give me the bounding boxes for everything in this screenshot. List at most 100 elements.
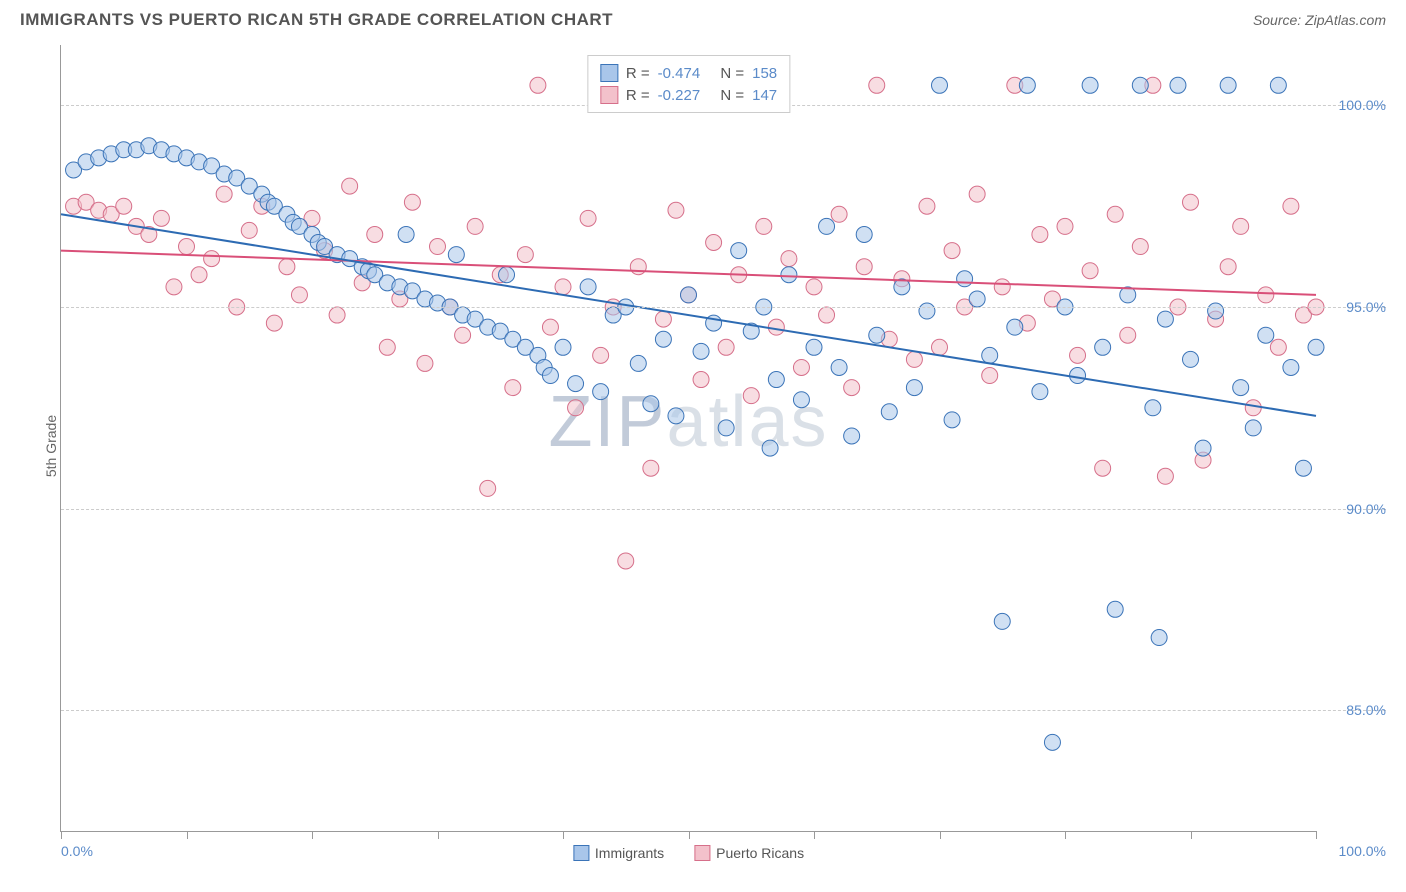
scatter-point <box>793 359 809 375</box>
legend-swatch-immigrants-icon <box>573 845 589 861</box>
gridline <box>61 307 1386 308</box>
scatter-point <box>1070 347 1086 363</box>
x-axis-max-label: 100.0% <box>1339 843 1386 859</box>
scatter-point <box>768 319 784 335</box>
y-axis-label: 5th Grade <box>43 415 59 477</box>
scatter-point <box>994 613 1010 629</box>
scatter-point <box>480 480 496 496</box>
scatter-point <box>448 247 464 263</box>
scatter-point <box>856 259 872 275</box>
scatter-point <box>982 347 998 363</box>
scatter-point <box>1145 400 1161 416</box>
x-tick <box>940 831 941 839</box>
scatter-point <box>505 380 521 396</box>
scatter-point <box>969 291 985 307</box>
source-attribution: Source: ZipAtlas.com <box>1253 12 1386 28</box>
scatter-point <box>1032 226 1048 242</box>
scatter-point <box>919 198 935 214</box>
y-tick-label: 100.0% <box>1326 97 1386 113</box>
scatter-point <box>342 178 358 194</box>
scatter-point <box>1170 77 1186 93</box>
scatter-point <box>781 251 797 267</box>
scatter-point <box>618 553 634 569</box>
scatter-point <box>655 311 671 327</box>
x-tick <box>563 831 564 839</box>
scatter-point <box>153 210 169 226</box>
scatter-point <box>1151 630 1167 646</box>
scatter-point <box>681 287 697 303</box>
source-name: ZipAtlas.com <box>1305 12 1386 28</box>
n-value-puertoricans: 147 <box>752 87 777 104</box>
plot-area: ZIPatlas R = -0.474 N = 158 R = -0.227 N… <box>60 45 1316 832</box>
r-label: R = <box>626 65 650 82</box>
scatter-point <box>191 267 207 283</box>
legend-label-immigrants: Immigrants <box>595 845 664 861</box>
scatter-point <box>116 198 132 214</box>
r-value-immigrants: -0.474 <box>658 65 701 82</box>
x-tick <box>312 831 313 839</box>
scatter-point <box>1258 327 1274 343</box>
scatter-point <box>906 351 922 367</box>
chart-title: IMMIGRANTS VS PUERTO RICAN 5TH GRADE COR… <box>20 10 613 30</box>
scatter-point <box>580 210 596 226</box>
scatter-point <box>499 267 515 283</box>
n-label: N = <box>720 65 744 82</box>
scatter-point <box>1095 460 1111 476</box>
scatter-point <box>1019 77 1035 93</box>
scatter-point <box>831 206 847 222</box>
scatter-point <box>718 339 734 355</box>
scatter-point <box>743 388 759 404</box>
scatter-point <box>643 460 659 476</box>
scatter-point <box>1157 468 1173 484</box>
scatter-point <box>781 267 797 283</box>
scatter-point <box>1308 339 1324 355</box>
stats-legend: R = -0.474 N = 158 R = -0.227 N = 147 <box>587 55 790 113</box>
scatter-point <box>881 404 897 420</box>
source-prefix: Source: <box>1253 12 1305 28</box>
scatter-point <box>756 218 772 234</box>
scatter-point <box>718 420 734 436</box>
scatter-point <box>1044 734 1060 750</box>
scatter-point <box>806 339 822 355</box>
y-tick-label: 90.0% <box>1326 501 1386 517</box>
swatch-immigrants-icon <box>600 64 618 82</box>
scatter-point <box>279 259 295 275</box>
scatter-point <box>906 380 922 396</box>
x-tick <box>61 831 62 839</box>
scatter-point <box>580 279 596 295</box>
x-tick <box>689 831 690 839</box>
scatter-point <box>693 372 709 388</box>
legend-swatch-puertoricans-icon <box>694 845 710 861</box>
scatter-point <box>1120 327 1136 343</box>
scatter-point <box>731 243 747 259</box>
scatter-point <box>831 359 847 375</box>
stats-row-puertoricans: R = -0.227 N = 147 <box>600 84 777 106</box>
scatter-point <box>630 259 646 275</box>
scatter-point <box>555 339 571 355</box>
scatter-point <box>555 279 571 295</box>
chart-header: IMMIGRANTS VS PUERTO RICAN 5TH GRADE COR… <box>0 0 1406 35</box>
scatter-point <box>1082 263 1098 279</box>
scatter-point <box>542 368 558 384</box>
x-tick <box>187 831 188 839</box>
scatter-point <box>542 319 558 335</box>
scatter-point <box>179 239 195 255</box>
scatter-point <box>844 380 860 396</box>
scatter-point <box>367 226 383 242</box>
scatter-point <box>1007 319 1023 335</box>
scatter-point <box>467 218 483 234</box>
scatter-point <box>1208 303 1224 319</box>
scatter-point <box>1233 218 1249 234</box>
scatter-point <box>869 77 885 93</box>
scatter-point <box>982 368 998 384</box>
scatter-point <box>1195 440 1211 456</box>
scatter-point <box>379 339 395 355</box>
scatter-point <box>404 194 420 210</box>
scatter-point <box>1220 77 1236 93</box>
scatter-point <box>762 440 778 456</box>
scatter-point <box>430 239 446 255</box>
scatter-point <box>1132 239 1148 255</box>
scatter-point <box>417 355 433 371</box>
scatter-svg <box>61 45 1316 831</box>
scatter-point <box>969 186 985 202</box>
